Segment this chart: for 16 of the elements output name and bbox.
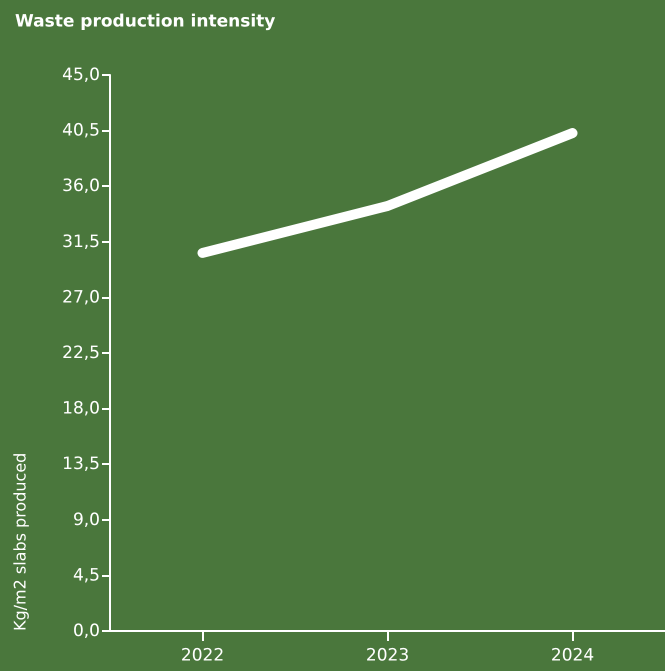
- y-tick-label: 13,5: [62, 454, 100, 474]
- y-tick-label: 36,0: [62, 176, 100, 196]
- y-tick-label: 40,5: [62, 120, 100, 141]
- y-axis-title: Kg/m2 slabs produced: [10, 452, 30, 631]
- y-tick-label: 27,0: [62, 287, 100, 308]
- chart-title: Waste production intensity: [15, 12, 276, 32]
- y-tick-label: 4,5: [72, 565, 100, 586]
- x-tick-label: 2022: [180, 646, 224, 666]
- y-tick-label: 0,0: [72, 621, 100, 641]
- y-tick-label: 18,0: [62, 398, 100, 419]
- y-tick-label: 9,0: [72, 510, 100, 530]
- x-tick-label: 2023: [366, 646, 410, 666]
- x-tick-label: 2024: [550, 646, 594, 666]
- y-tick-label: 31,5: [62, 232, 100, 252]
- y-tick-label: 22,5: [62, 343, 100, 363]
- y-tick-label: 45,0: [62, 65, 100, 85]
